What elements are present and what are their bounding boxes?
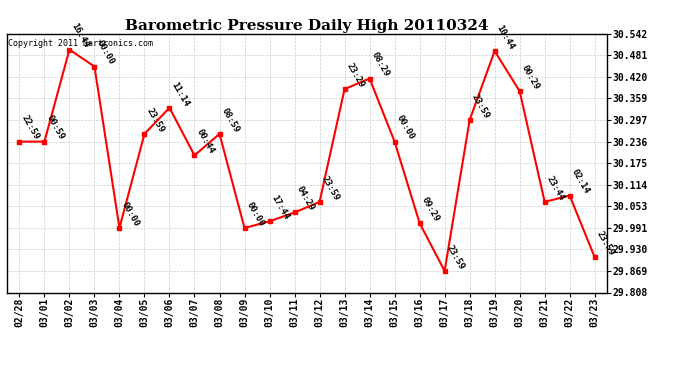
Text: 23:59: 23:59 — [319, 174, 341, 202]
Text: 23:59: 23:59 — [144, 106, 166, 134]
Text: 00:29: 00:29 — [520, 63, 541, 91]
Text: 00:00: 00:00 — [395, 114, 416, 142]
Text: 00:59: 00:59 — [44, 114, 66, 142]
Text: 09:29: 09:29 — [420, 195, 441, 223]
Title: Barometric Pressure Daily High 20110324: Barometric Pressure Daily High 20110324 — [126, 19, 489, 33]
Text: 22:59: 22:59 — [19, 114, 41, 142]
Text: 17:44: 17:44 — [270, 194, 290, 221]
Text: 10:44: 10:44 — [495, 23, 516, 51]
Text: 00:00: 00:00 — [95, 39, 116, 66]
Text: 02:14: 02:14 — [570, 168, 591, 195]
Text: 00:00: 00:00 — [244, 200, 266, 228]
Text: 00:00: 00:00 — [119, 200, 141, 228]
Text: 16:44: 16:44 — [70, 22, 90, 50]
Text: 23:44: 23:44 — [544, 174, 566, 202]
Text: 08:59: 08:59 — [219, 106, 241, 134]
Text: 23:59: 23:59 — [470, 92, 491, 120]
Text: 23:59: 23:59 — [595, 230, 616, 257]
Text: Copyright 2011 Dartronics.com: Copyright 2011 Dartronics.com — [8, 39, 153, 48]
Text: 08:29: 08:29 — [370, 51, 391, 78]
Text: 00:44: 00:44 — [195, 128, 216, 155]
Text: 11:14: 11:14 — [170, 80, 190, 108]
Text: 04:29: 04:29 — [295, 185, 316, 213]
Text: 23:29: 23:29 — [344, 62, 366, 89]
Text: 23:59: 23:59 — [444, 243, 466, 271]
